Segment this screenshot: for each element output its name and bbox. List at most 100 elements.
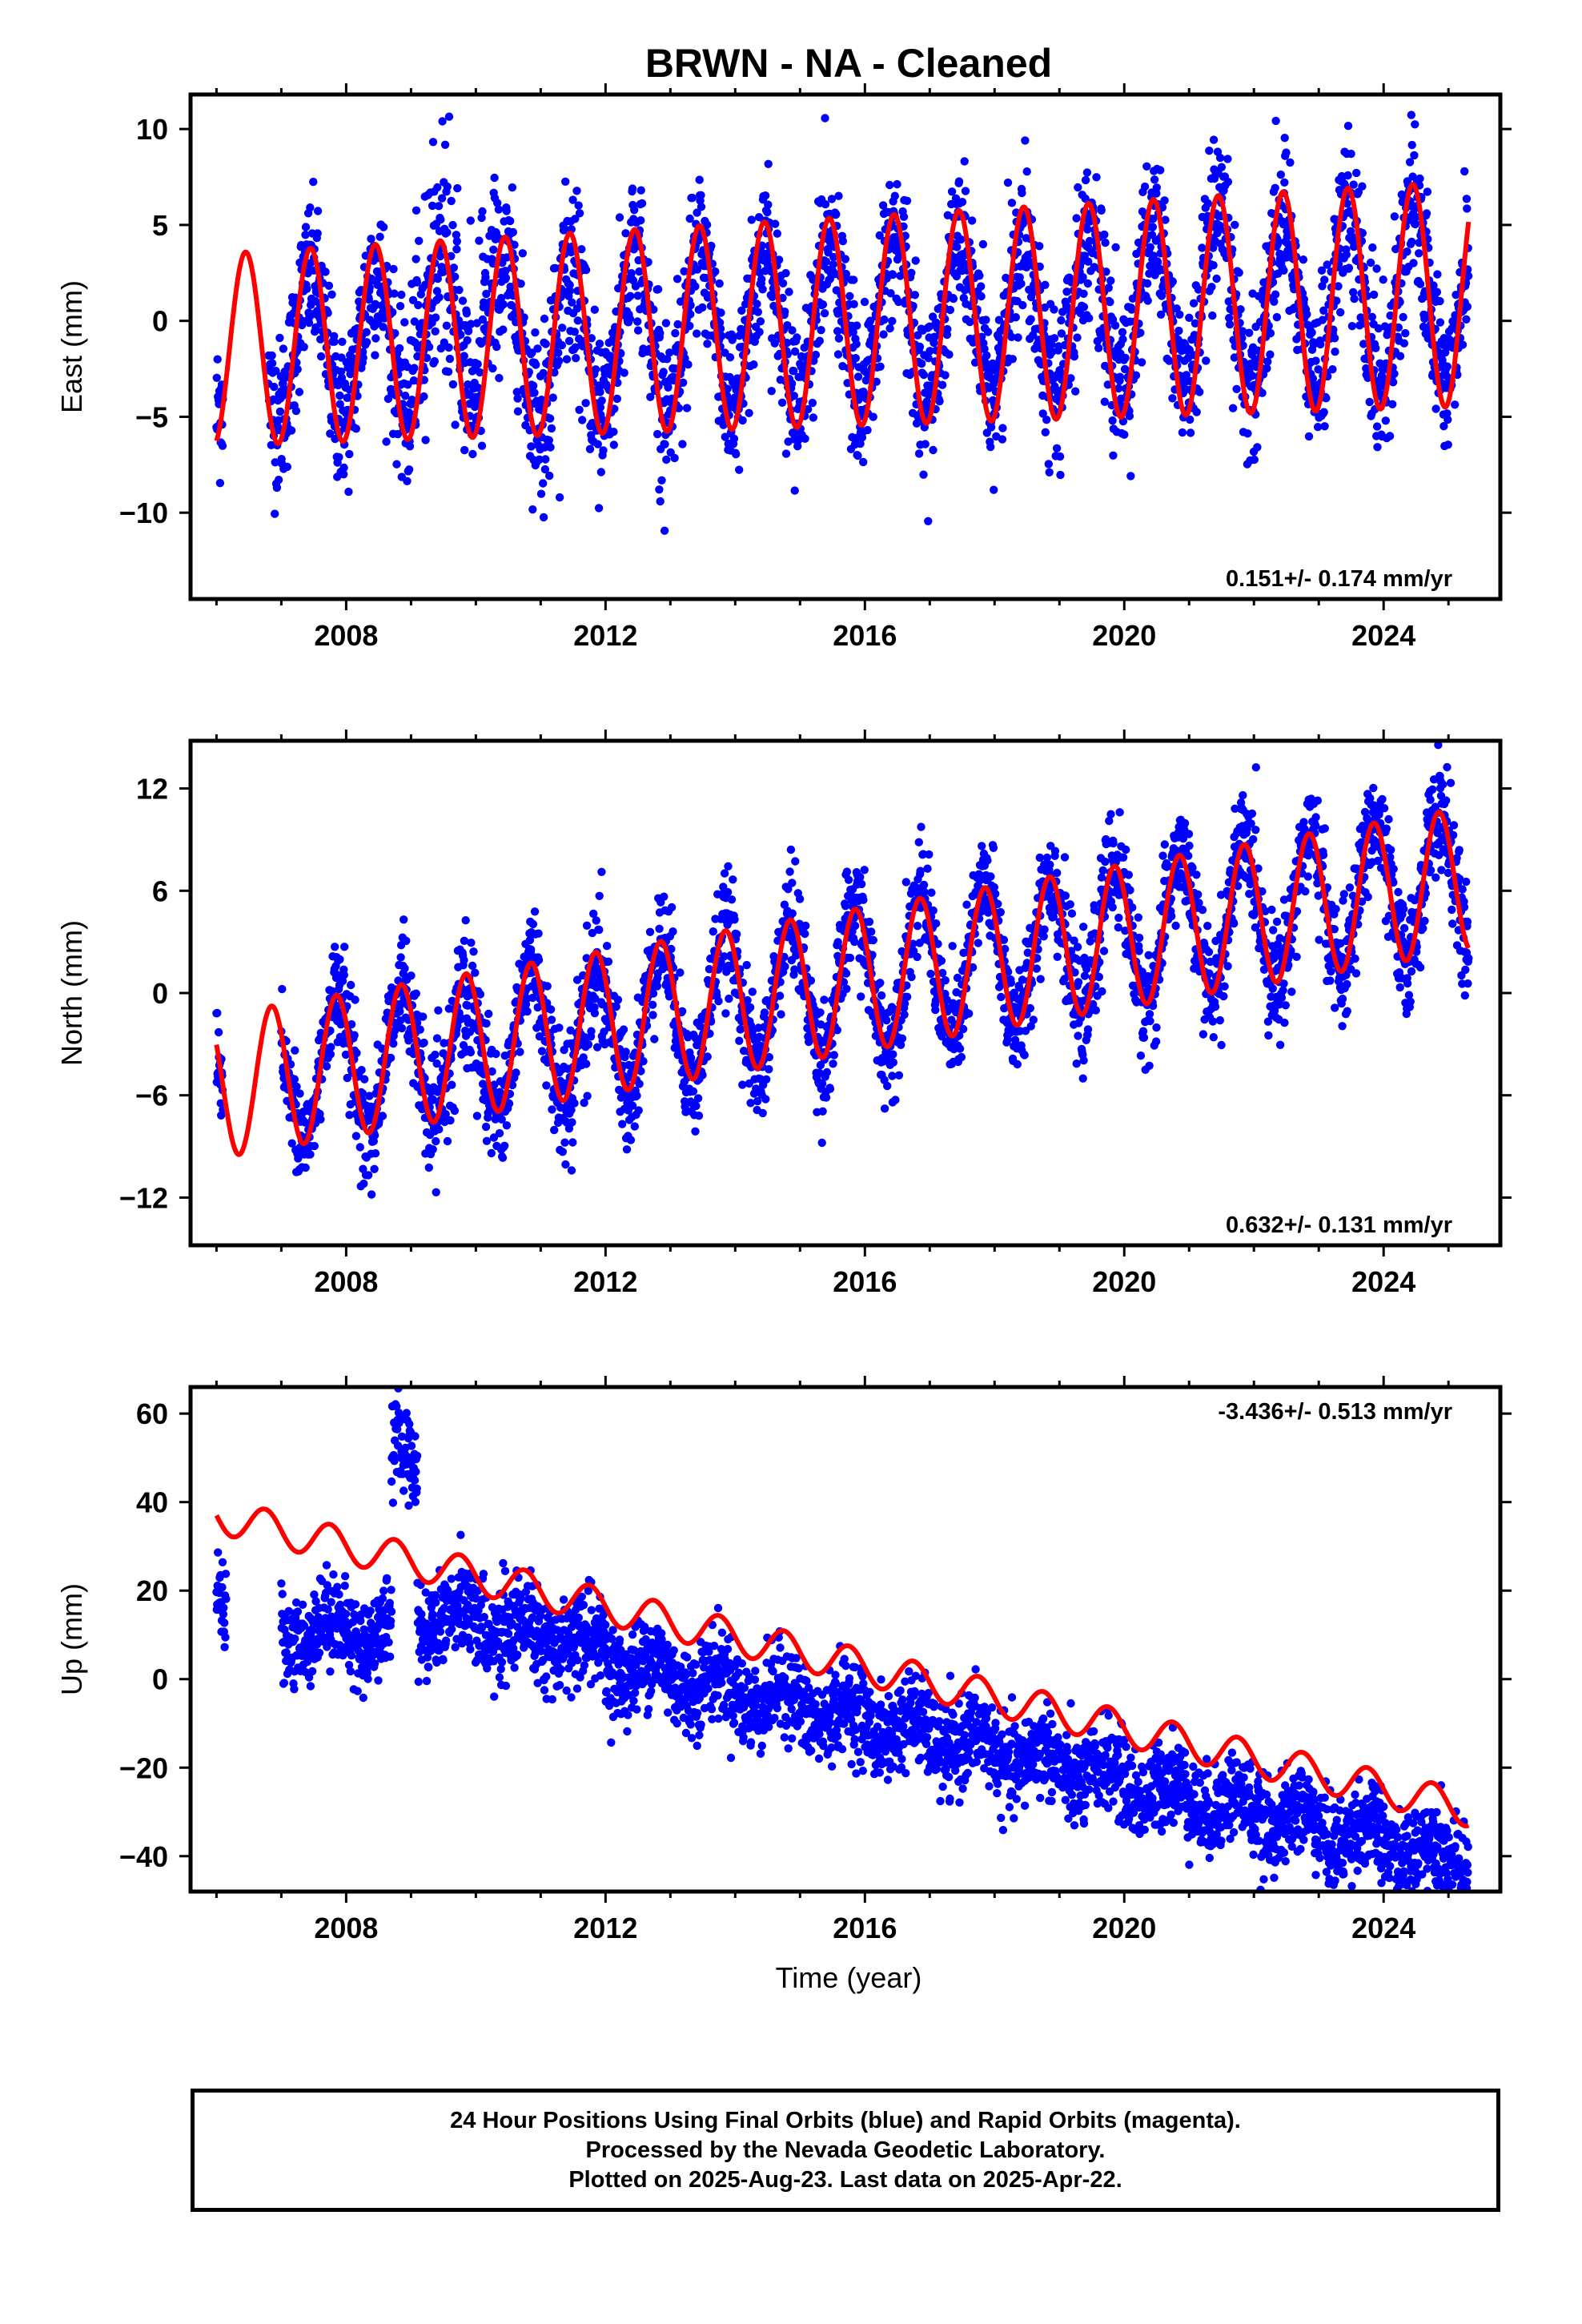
data-point: [487, 1148, 496, 1158]
data-point: [270, 382, 279, 392]
data-point: [336, 367, 346, 376]
data-point: [1125, 412, 1134, 420]
data-point: [834, 191, 843, 200]
data-point: [355, 1143, 364, 1152]
data-point: [571, 343, 580, 352]
data-point: [655, 485, 664, 494]
data-point: [1372, 422, 1382, 431]
data-point: [661, 319, 671, 328]
data-point: [214, 1027, 223, 1037]
data-point: [594, 504, 604, 513]
data-point: [1042, 416, 1051, 424]
data-point: [998, 435, 1007, 444]
data-point: [506, 216, 515, 226]
data-point: [753, 308, 762, 316]
data-point: [1431, 404, 1440, 413]
y-tick-label: −5: [135, 400, 168, 433]
data-point: [434, 1006, 443, 1015]
data-point: [367, 1190, 376, 1199]
data-point: [747, 215, 756, 224]
data-point: [1097, 206, 1106, 215]
data-point: [645, 927, 655, 937]
data-point: [1369, 290, 1379, 300]
data-point: [351, 995, 359, 1004]
data-point: [218, 441, 227, 450]
data-point: [790, 347, 800, 356]
data-point: [829, 259, 838, 269]
data-point: [583, 1092, 592, 1100]
data-point: [568, 1138, 577, 1147]
data-point: [729, 333, 737, 342]
y-tick-label: −10: [119, 497, 168, 529]
data-point: [1207, 283, 1216, 292]
data-point: [1102, 267, 1110, 276]
data-point: [609, 440, 618, 449]
data-point: [564, 336, 574, 345]
data-point: [966, 317, 974, 327]
data-point: [773, 229, 781, 238]
data-point: [1443, 415, 1452, 424]
data-point: [749, 360, 758, 369]
data-point: [597, 396, 606, 405]
data-point: [545, 471, 554, 480]
data-point: [717, 308, 725, 317]
data-point: [1344, 263, 1354, 272]
data-point: [452, 237, 461, 246]
data-point: [625, 314, 635, 324]
data-point: [620, 368, 628, 377]
data-point: [1062, 287, 1071, 296]
data-point: [680, 267, 689, 275]
data-point: [958, 198, 967, 207]
data-point: [1423, 187, 1432, 196]
data-point: [577, 245, 586, 254]
data-point: [670, 453, 679, 463]
data-point: [693, 208, 701, 217]
data-point: [821, 199, 830, 209]
data-point: [367, 235, 375, 243]
data-point: [709, 927, 717, 936]
data-point: [597, 867, 606, 877]
data-point: [753, 300, 761, 308]
data-point: [1045, 468, 1054, 476]
data-point: [732, 450, 741, 459]
data-point: [952, 271, 962, 281]
data-point: [644, 258, 652, 267]
data-point: [338, 337, 347, 346]
data-point: [720, 869, 729, 878]
data-point: [1299, 255, 1308, 264]
data-point: [506, 282, 515, 292]
data-point: [618, 1120, 627, 1128]
data-point: [592, 1043, 602, 1051]
data-point: [978, 239, 988, 249]
data-point: [717, 332, 726, 340]
data-point: [534, 955, 544, 965]
data-point: [548, 1105, 556, 1114]
data-point: [910, 291, 920, 300]
data-point: [888, 316, 897, 326]
data-point: [781, 308, 789, 316]
data-point: [745, 1003, 755, 1012]
data-point: [1111, 243, 1120, 251]
data-point: [764, 159, 773, 168]
data-point: [630, 1122, 639, 1131]
data-point: [667, 903, 677, 912]
data-point: [492, 342, 501, 352]
data-point: [626, 1136, 636, 1144]
data-point: [1140, 182, 1150, 191]
data-point: [539, 368, 548, 378]
data-point: [679, 378, 688, 387]
data-point: [657, 476, 666, 485]
data-point: [578, 416, 587, 424]
data-point: [678, 440, 687, 448]
data-point: [649, 305, 658, 314]
data-point: [390, 289, 399, 298]
data-point: [540, 314, 549, 324]
data-point: [494, 205, 504, 214]
data-point: [926, 347, 934, 356]
data-point: [528, 505, 537, 514]
data-point: [869, 412, 877, 421]
data-point: [635, 267, 644, 276]
data-point: [890, 191, 900, 200]
data-point: [653, 285, 663, 294]
data-point: [612, 1002, 620, 1011]
